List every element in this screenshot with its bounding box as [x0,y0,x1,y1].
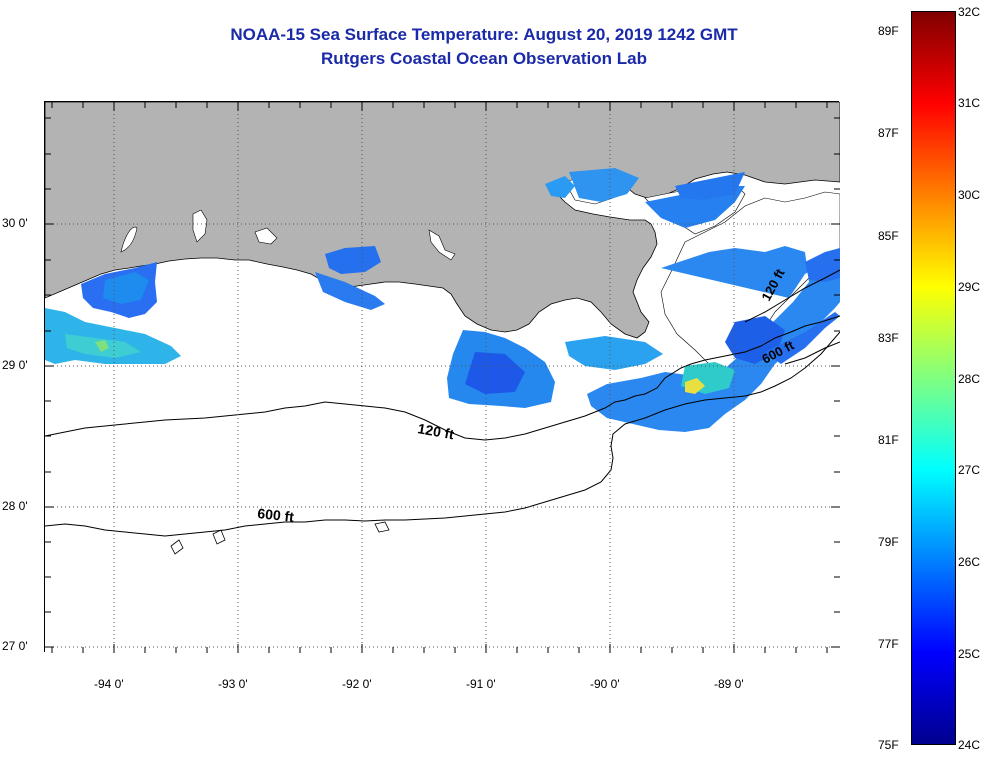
contour-120ft-east [744,269,840,323]
lon-label-92: -92 0' [342,677,372,691]
colorbar-f-87: 87F [878,126,899,140]
contour-600ft-west [45,331,840,537]
sst-data-layer [45,168,840,432]
colorbar-c-24: 24C [958,738,981,752]
colorbar-f-79: 79F [878,535,899,549]
lon-label-93: -93 0' [218,677,248,691]
lon-label-90: -90 0' [590,677,620,691]
lake-inlet [120,226,138,253]
lake-inlet [192,209,208,243]
lake-inlet [428,229,456,261]
colorbar-c-26: 26C [958,555,981,569]
lat-label-30: 30 0' [2,216,28,230]
colorbar-c-29: 29C [958,280,981,294]
lat-label-28: 28 0' [2,499,28,513]
colorbar-f-81: 81F [878,433,899,447]
colorbar-c-30: 30C [958,188,981,202]
temperature-colorbar [911,11,956,745]
contour-120ft-west [45,315,840,441]
colorbar-f-83: 83F [878,331,899,345]
colorbar-f-75: 75F [878,738,899,752]
colorbar-c-28: 28C [958,372,981,386]
colorbar-c-25: 25C [958,647,981,661]
colorbar-c-32: 32C [958,5,981,19]
contour-600ft-east [784,341,840,365]
colorbar-f-85: 85F [878,229,899,243]
contour-loop [170,539,184,555]
colorbar-c-27: 27C [958,463,981,477]
contour-label-120ft: 120 ft [416,420,455,442]
map-subtitle: Rutgers Coastal Ocean Observation Lab [321,49,647,68]
map-title: NOAA-15 Sea Surface Temperature: August … [230,25,738,44]
frame-ticks [45,102,840,653]
lon-label-91: -91 0' [466,677,496,691]
contour-loop [212,529,226,545]
lat-label-29: 29 0' [2,358,28,372]
lat-label-27: 27 0' [2,639,28,653]
lon-label-94: -94 0' [94,677,124,691]
colorbar-c-31: 31C [958,96,981,110]
lon-label-89: -89 0' [714,677,744,691]
colorbar-f-89: 89F [878,24,899,38]
map-frame: 120 ft 600 ft 120 ft 600 ft [44,101,840,653]
contour-loop [374,521,390,533]
lake-inlet [254,227,278,245]
graticule [45,102,840,653]
contour-label-600ft: 600 ft [257,505,295,525]
sst-map: 120 ft 600 ft 120 ft 600 ft [45,102,840,653]
colorbar-f-77: 77F [878,637,899,651]
